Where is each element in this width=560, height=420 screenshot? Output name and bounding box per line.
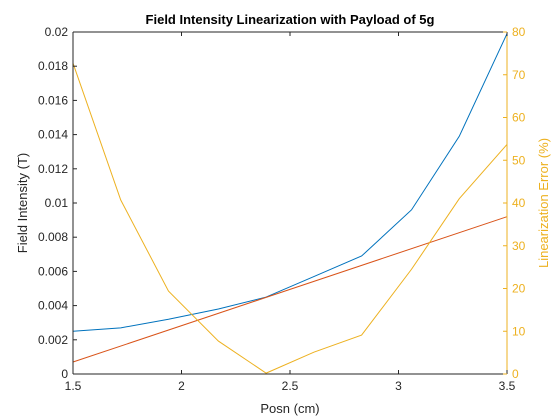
right-y-tick-label: 0 [512,367,519,381]
left-y-tick-label: 0.002 [38,333,68,347]
left-y-tick-label: 0.004 [38,299,68,313]
left-y-tick-label: 0.008 [38,230,68,244]
left-y-tick-label: 0.01 [45,196,69,210]
x-tick-label: 2.5 [282,379,299,393]
x-tick-label: 3 [395,379,402,393]
right-y-tick-label: 20 [512,282,526,296]
series-line-1 [72,33,508,332]
right-y-tick-label: 70 [512,68,526,82]
right-y-axis-label: Linearization Error (%) [536,138,551,268]
right-y-tick-label: 60 [512,111,526,125]
plot-area [72,33,508,374]
right-y-tick-label: 10 [512,324,526,338]
right-y-tick-label: 40 [512,196,526,210]
left-y-tick-label: 0.014 [38,128,68,142]
left-y-tick-label: 0.016 [38,93,68,107]
right-y-tick-label: 50 [512,153,526,167]
axes: 1.5 2 2.5 3 3.500.0020.0040.0060.0080.010.01… [38,25,526,393]
x-tick-label: 2 [178,379,185,393]
left-y-tick-label: 0.018 [38,59,68,73]
left-y-tick-label: 0.02 [45,25,69,39]
x-axis-label: Posn (cm) [260,401,319,416]
chart-title: Field Intensity Linearization with Paylo… [146,12,435,27]
right-y-tick-label: 80 [512,25,526,39]
x-tick-label: 1.5 [65,379,82,393]
x-tick-label: 3.5 [499,379,516,393]
series-line-3 [72,63,508,374]
right-y-tick-label: 30 [512,239,526,253]
left-y-tick-label: 0.012 [38,162,68,176]
left-y-tick-label: 0 [61,367,68,381]
left-y-axis-label: Field Intensity (T) [15,153,30,253]
series-line-2 [72,216,508,363]
left-y-tick-label: 0.006 [38,264,68,278]
